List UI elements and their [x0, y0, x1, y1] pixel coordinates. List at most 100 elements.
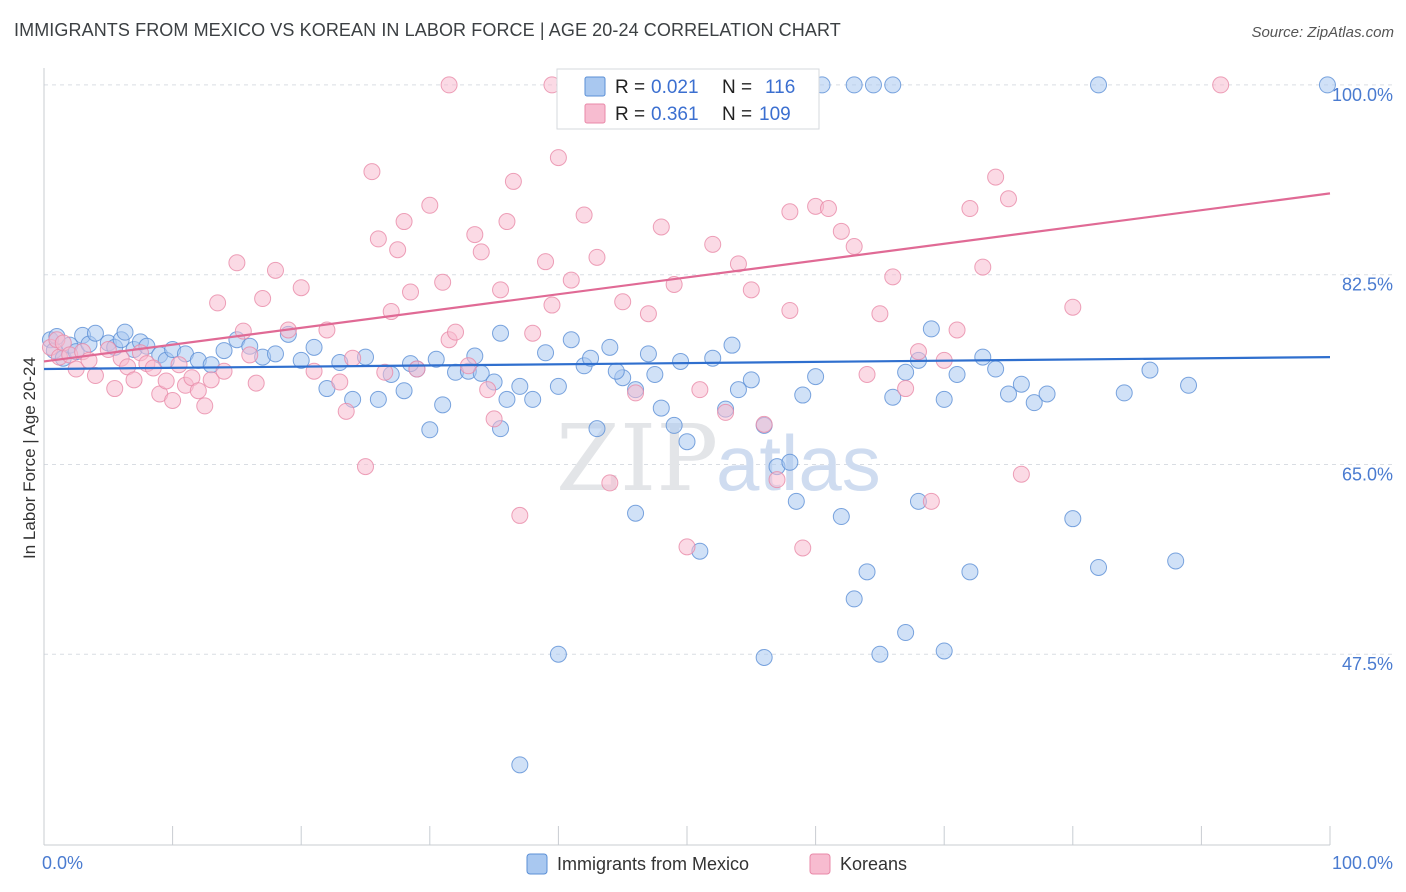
point-korean — [588, 248, 606, 266]
point-mexico — [266, 345, 284, 363]
point-korean — [447, 323, 465, 341]
x-tick-label-100: 100.0% — [1332, 853, 1393, 873]
point-korean — [157, 372, 175, 390]
point-mexico — [549, 645, 567, 663]
point-mexico — [974, 348, 992, 366]
point-korean — [492, 281, 510, 299]
point-mexico — [948, 365, 966, 383]
point-korean — [543, 296, 561, 314]
point-korean — [357, 458, 374, 476]
point-mexico — [787, 492, 805, 510]
point-korean — [652, 218, 670, 236]
point-mexico — [1115, 384, 1133, 402]
point-korean — [755, 415, 773, 433]
point-mexico — [652, 399, 670, 417]
point-korean — [504, 172, 522, 190]
legend-n-mexico: 116 — [765, 77, 795, 98]
point-korean — [408, 360, 426, 378]
point-korean — [537, 253, 555, 271]
point-mexico — [549, 377, 567, 395]
point-korean — [421, 196, 439, 214]
bottom-legend-swatch-mexico — [526, 853, 548, 875]
legend-swatch-korean — [584, 103, 606, 124]
point-mexico — [961, 563, 979, 581]
point-korean — [781, 301, 799, 319]
gridlines — [44, 84, 1392, 655]
point-korean — [472, 243, 490, 261]
point-korean — [376, 363, 394, 381]
point-korean — [125, 371, 143, 389]
point-korean — [215, 362, 233, 380]
point-korean — [389, 241, 407, 259]
point-korean — [781, 203, 799, 221]
point-korean — [1000, 190, 1017, 208]
point-korean — [639, 305, 657, 323]
point-mexico — [498, 390, 516, 408]
point-mexico — [627, 504, 645, 522]
point-korean — [832, 222, 850, 240]
point-mexico — [1180, 376, 1198, 394]
legend-r-korean: 0.361 — [651, 104, 699, 125]
point-mexico — [935, 390, 953, 408]
point-korean — [562, 271, 580, 289]
point-korean — [466, 226, 484, 244]
y-tick-labels: 47.5% 65.0% 82.5% 100.0% — [1332, 85, 1393, 674]
point-korean — [549, 149, 567, 167]
legend-r-label-korean: R = — [615, 104, 645, 125]
point-korean — [440, 76, 458, 94]
point-korean — [1064, 298, 1082, 316]
point-korean — [794, 539, 812, 557]
point-mexico — [864, 76, 882, 94]
legend-n-korean: 109 — [759, 104, 791, 125]
point-mexico — [292, 351, 310, 369]
y-tick-label: 65.0% — [1342, 464, 1393, 484]
point-mexico — [492, 324, 510, 342]
point-korean — [897, 380, 915, 398]
point-mexico — [897, 624, 915, 642]
trendlines — [43, 192, 1331, 371]
point-korean — [884, 268, 902, 286]
point-mexico — [215, 342, 233, 360]
point-korean — [1212, 76, 1230, 94]
point-korean — [601, 474, 619, 492]
point-korean — [479, 381, 497, 399]
point-korean — [742, 281, 760, 299]
point-korean — [922, 492, 940, 510]
point-mexico — [588, 420, 606, 438]
point-korean — [164, 391, 182, 409]
point-mexico — [395, 382, 413, 400]
point-mexico — [1167, 552, 1185, 570]
point-korean — [369, 230, 387, 248]
point-korean — [627, 384, 645, 402]
point-korean — [266, 261, 284, 279]
point-mexico — [116, 323, 134, 341]
point-mexico — [987, 360, 1005, 378]
legend-n-label-korean: N = — [722, 104, 752, 125]
point-mexico — [646, 365, 664, 383]
point-korean — [704, 235, 722, 253]
point-korean — [292, 279, 310, 297]
point-mexico — [1000, 385, 1017, 403]
point-mexico — [601, 338, 619, 356]
point-mexico — [845, 590, 863, 608]
point-korean — [86, 367, 104, 385]
point-korean — [395, 213, 413, 231]
point-korean — [524, 324, 542, 342]
point-mexico — [434, 396, 452, 414]
point-korean — [909, 343, 927, 361]
series-legend: Immigrants from Mexico Koreans — [526, 853, 907, 875]
point-mexico — [305, 338, 323, 356]
point-mexico — [1025, 394, 1043, 412]
stats-legend: R = 0.021 N = 116 R = 0.361 N = 109 — [556, 68, 820, 130]
chart-title: IMMIGRANTS FROM MEXICO VS KOREAN IN LABO… — [14, 20, 841, 40]
point-mexico — [421, 421, 439, 439]
point-mexico — [86, 324, 104, 342]
point-korean — [228, 254, 246, 272]
point-mexico — [524, 390, 542, 408]
point-mexico — [742, 371, 760, 389]
y-tick-label: 82.5% — [1342, 275, 1393, 295]
point-korean — [170, 356, 188, 374]
point-mexico — [807, 368, 825, 386]
point-mexico — [639, 345, 657, 363]
